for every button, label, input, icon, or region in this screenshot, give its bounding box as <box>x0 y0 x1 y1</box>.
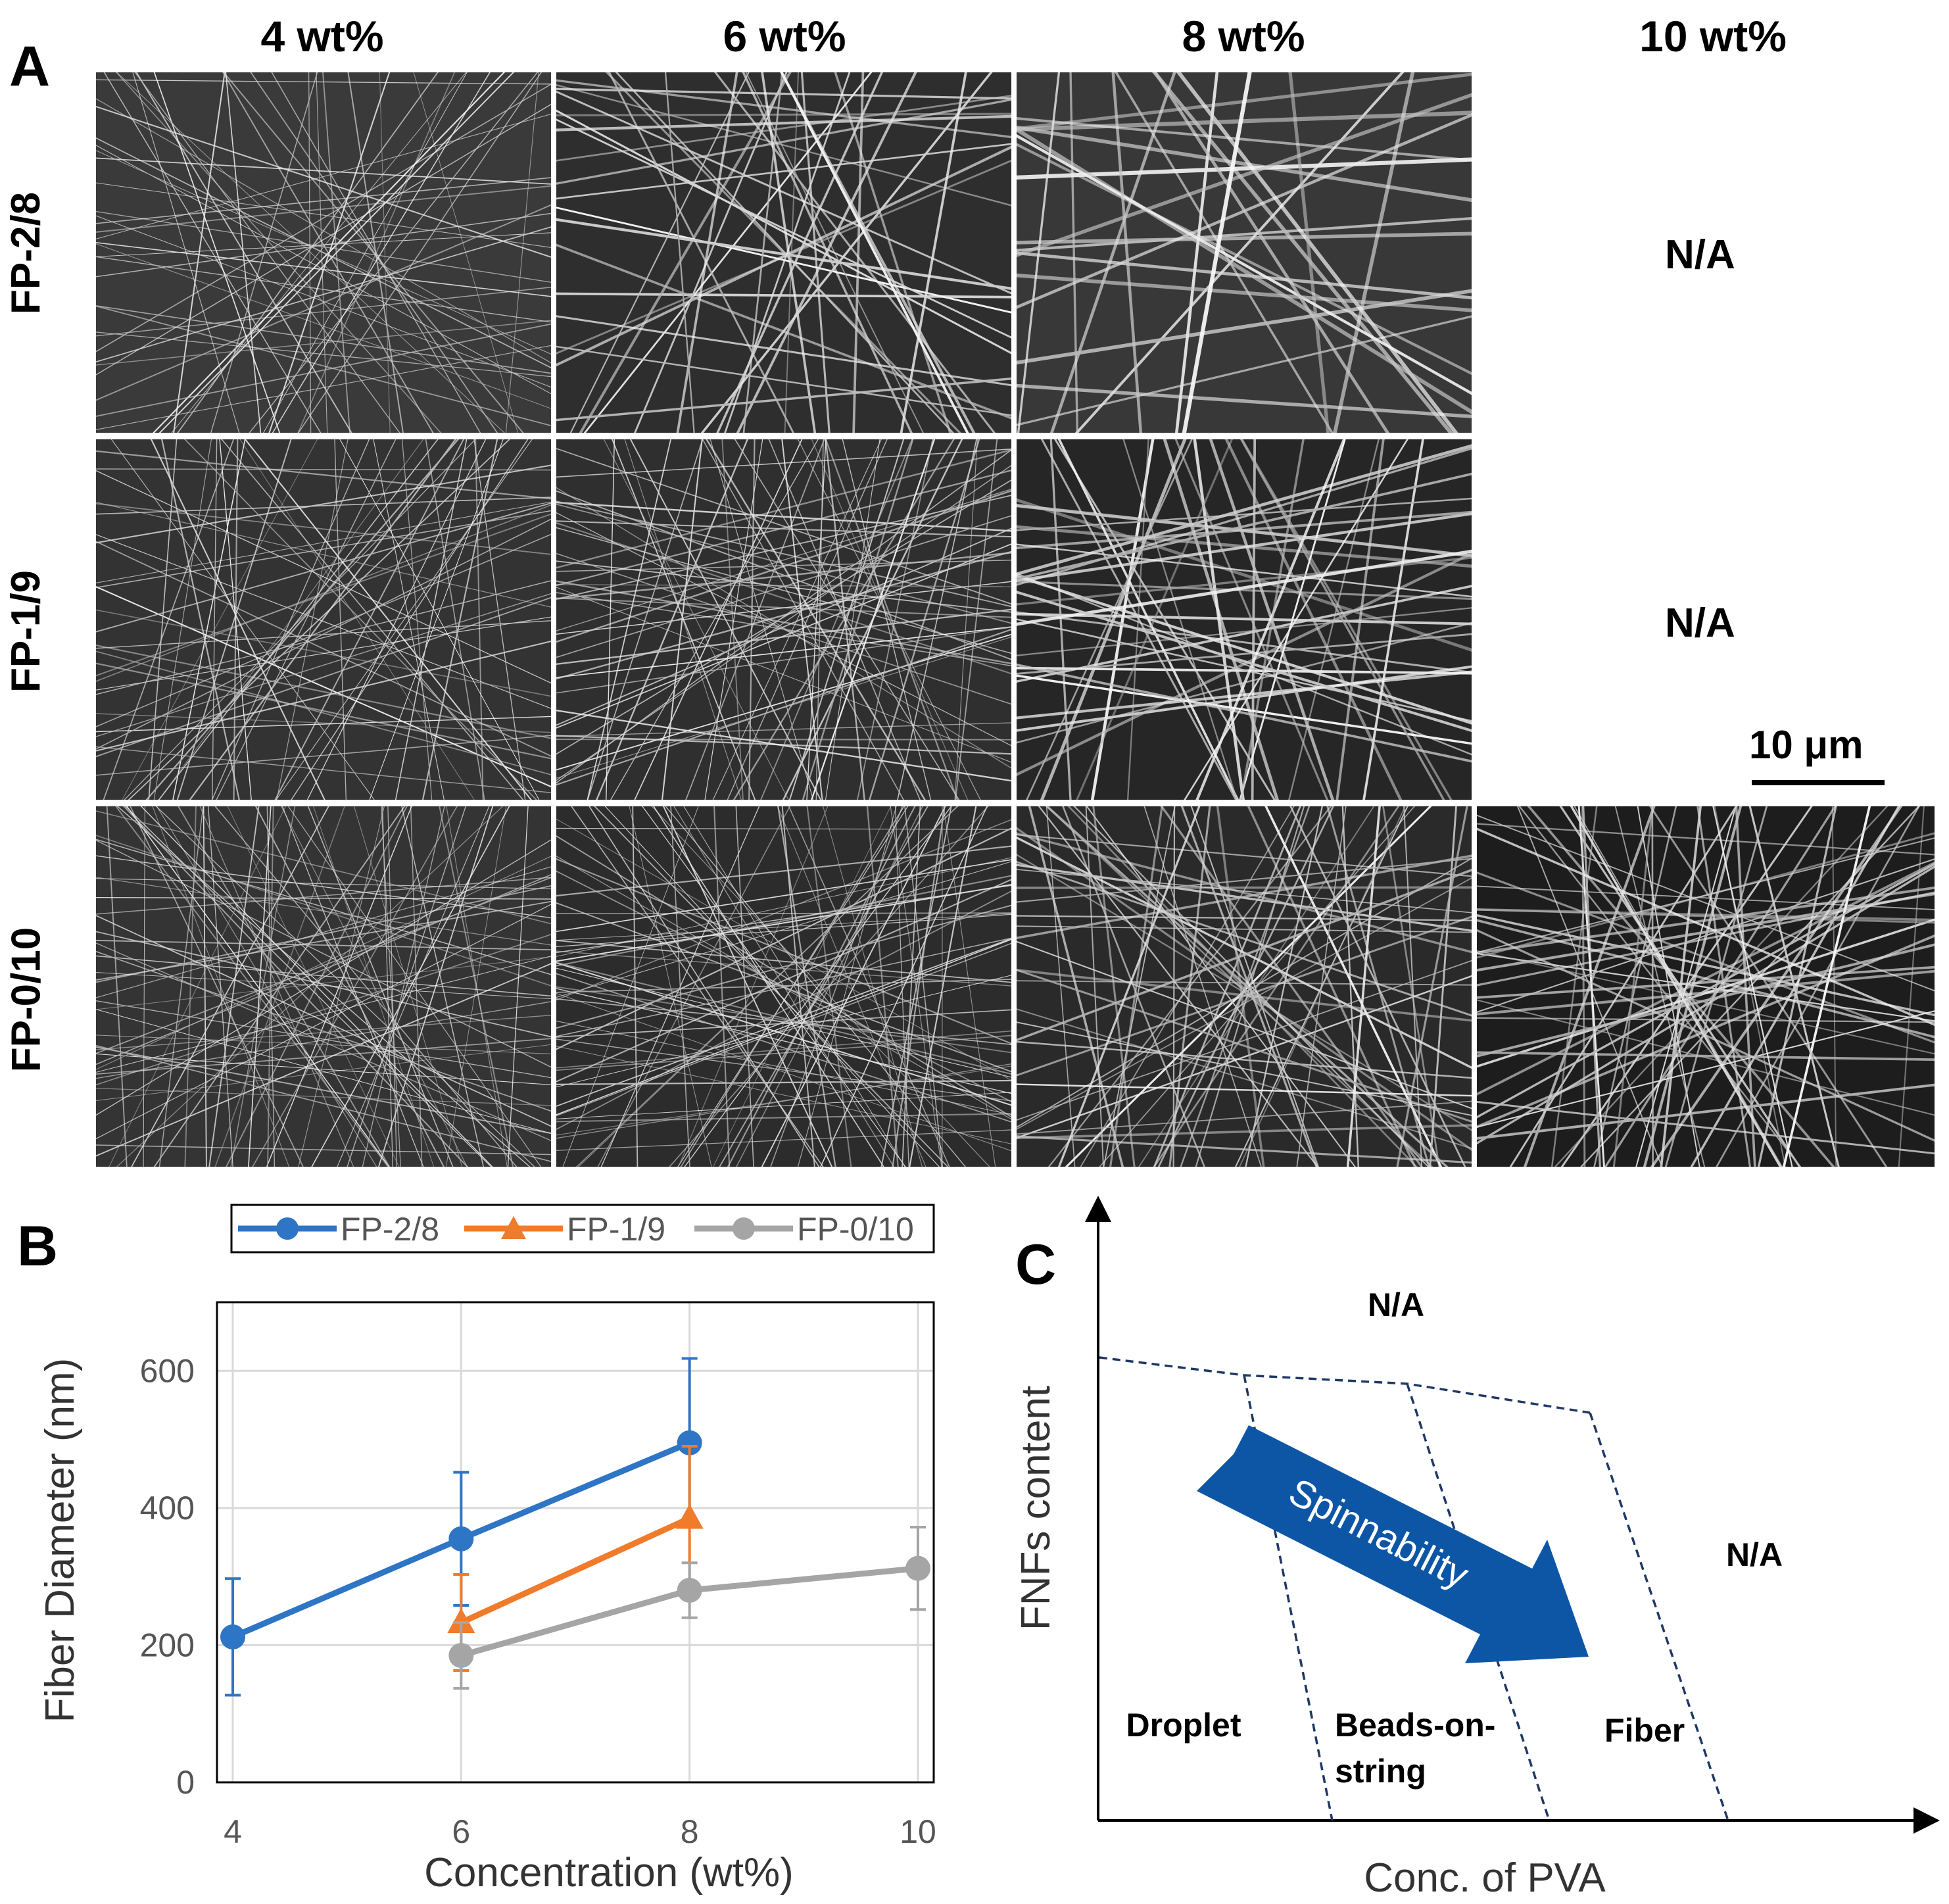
x-tick-label: 8 <box>681 1813 699 1850</box>
x-tick-label: 6 <box>452 1813 470 1850</box>
x-tick-label: 10 <box>900 1813 936 1850</box>
sem-image-fp-0-10-10wt <box>1477 806 1935 1167</box>
sem-image-fp-1-9-4wt <box>96 439 551 800</box>
y-tick-label: 0 <box>176 1764 195 1801</box>
plot-frame <box>216 1301 935 1784</box>
legend-item-fp-1-9: FP-1/9 <box>464 1211 665 1248</box>
na-label-fp-2-8-10wt: N/A <box>1665 232 1735 278</box>
x-axis-title: Concentration (wt%) <box>424 1850 794 1895</box>
panel-a-letter: A <box>9 35 51 98</box>
panel-b-letter: B <box>17 1215 59 1278</box>
y-tick-label: 400 <box>140 1490 195 1526</box>
region-beads-label-line1: Beads-on- <box>1335 1707 1495 1744</box>
spinnability-diagram: Spinnability N/A N/A Droplet Beads-on- s… <box>1013 1196 1940 1901</box>
y-axis-title: Fiber Diameter (nm) <box>37 1358 83 1723</box>
sem-image-fp-1-9-8wt <box>1017 439 1472 800</box>
scale-bar <box>1752 780 1885 785</box>
y-tick-label: 200 <box>140 1626 195 1663</box>
panel-c-letter: C <box>1015 1233 1057 1296</box>
sem-image-fp-1-9-6wt <box>556 439 1011 800</box>
sem-image-fp-0-10-4wt <box>96 806 551 1167</box>
column-header-4wt: 4 wt% <box>260 12 384 61</box>
diagram-y-axis-title: FNFs content <box>1013 1386 1059 1630</box>
legend-label-fp-1-9: FP-1/9 <box>567 1211 665 1248</box>
row-header-fp-0-10: FP-0/10 <box>3 927 49 1073</box>
region-droplet-label: Droplet <box>1126 1707 1241 1744</box>
diagram-x-axis-title: Conc. of PVA <box>1364 1855 1606 1901</box>
data-point-fp-2-8 <box>220 1624 245 1649</box>
data-point-fp-0-10 <box>677 1578 702 1603</box>
na-label-fp-1-9-10wt: N/A <box>1665 600 1735 646</box>
y-tick-label: 600 <box>140 1352 195 1389</box>
legend-item-fp-2-8: FP-2/8 <box>238 1211 439 1248</box>
sem-image-fp-2-8-4wt <box>96 72 551 433</box>
sem-image-fp-0-10-6wt <box>556 806 1011 1167</box>
data-point-fp-2-8 <box>448 1526 474 1551</box>
data-point-fp-0-10 <box>905 1555 930 1581</box>
data-point-fp-1-9 <box>675 1503 704 1529</box>
data-point-fp-2-8 <box>677 1430 702 1455</box>
row-header-fp-2-8: FP-2/8 <box>3 191 49 315</box>
boundary-fiber-edge <box>1589 1412 1729 1821</box>
plot-area: 4 6 8 10 0 200 400 600 <box>140 1301 936 1850</box>
region-fiber-label: Fiber <box>1604 1712 1685 1749</box>
x-tick-label: 4 <box>224 1813 242 1850</box>
column-header-6wt: 6 wt% <box>723 12 846 61</box>
series-line-fp-1-9 <box>460 1515 691 1626</box>
column-header-8wt: 8 wt% <box>1182 12 1305 61</box>
na-top-label: N/A <box>1368 1286 1424 1323</box>
boundary-droplet-beads <box>1243 1375 1334 1821</box>
fiber-diameter-chart: FP-2/8 FP-1/9 FP-0/10 4 6 8 10 0 200 400 600 Co… <box>37 1204 936 1895</box>
sem-image-fp-2-8-8wt <box>1017 72 1472 433</box>
boundary-top <box>1099 1356 1591 1414</box>
spinnability-arrow: Spinnability <box>1197 1425 1589 1663</box>
scale-bar-label: 10 μm <box>1749 723 1864 767</box>
chart-legend-box <box>230 1204 935 1254</box>
na-right-label: N/A <box>1726 1536 1783 1573</box>
data-point-fp-1-9 <box>447 1608 475 1634</box>
legend-label-fp-0-10: FP-0/10 <box>797 1211 914 1248</box>
sem-image-fp-0-10-8wt <box>1017 806 1472 1167</box>
sem-image-fp-2-8-6wt <box>556 72 1011 433</box>
legend-label-fp-2-8: FP-2/8 <box>341 1211 439 1248</box>
legend-item-fp-0-10: FP-0/10 <box>694 1211 914 1248</box>
row-header-fp-1-9: FP-1/9 <box>3 570 49 693</box>
column-header-10wt: 10 wt% <box>1639 12 1787 61</box>
region-beads-label-line2: string <box>1335 1753 1426 1790</box>
data-point-fp-0-10 <box>448 1643 474 1669</box>
